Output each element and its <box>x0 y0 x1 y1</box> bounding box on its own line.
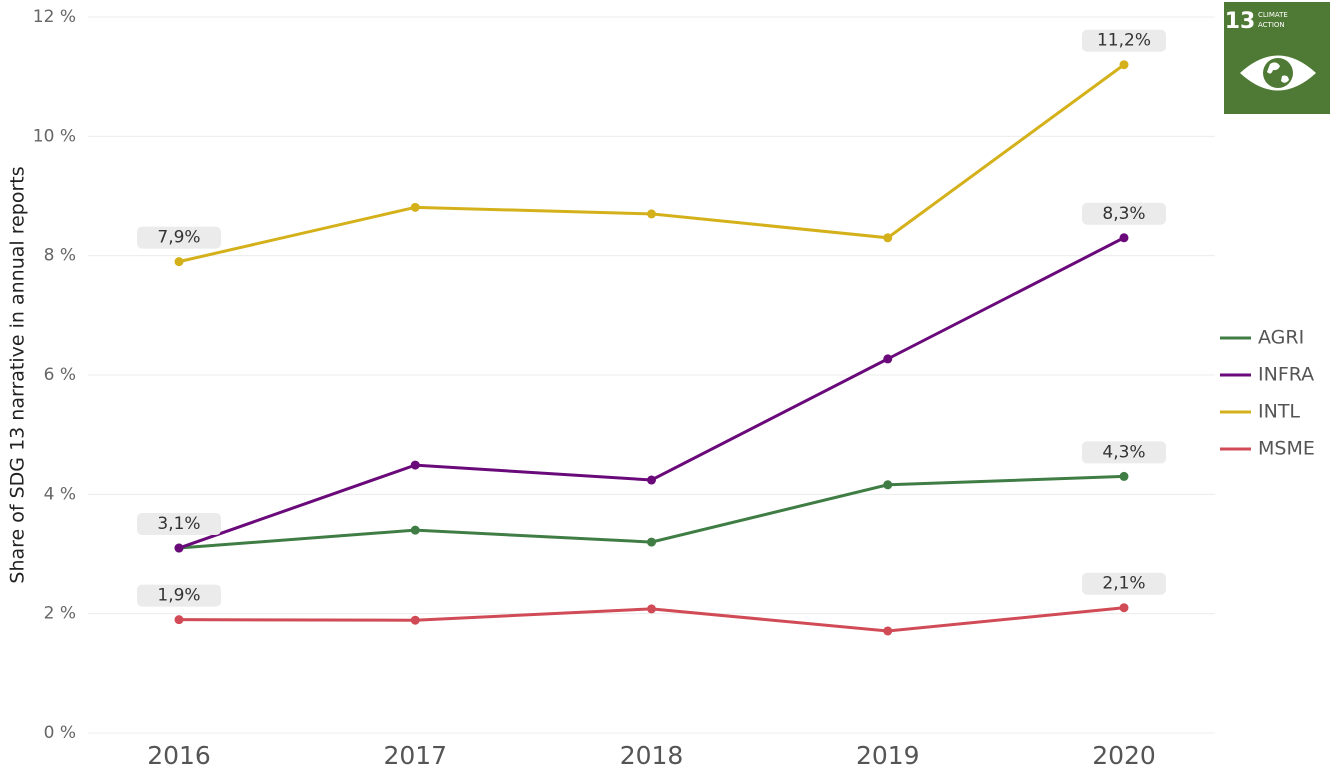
legend-label: MSME <box>1258 438 1315 460</box>
data-point <box>647 537 656 547</box>
x-tick-label: 2016 <box>147 741 211 770</box>
series-line <box>178 63 1125 264</box>
data-label-box <box>1082 572 1166 595</box>
legend-label: INTL <box>1258 401 1300 423</box>
data-point <box>883 626 893 636</box>
logo-number: 13 <box>1225 9 1256 34</box>
data-point <box>647 604 656 614</box>
data-label: 11,2% <box>1097 31 1151 51</box>
data-point <box>1119 471 1129 481</box>
x-tick-label: 2017 <box>383 741 447 770</box>
data-point <box>410 460 420 470</box>
data-label: 7,9% <box>157 228 200 248</box>
data-label-box <box>1082 441 1166 464</box>
data-point <box>1119 603 1129 613</box>
data-point <box>883 354 893 364</box>
data-point <box>1119 60 1129 70</box>
logo-text: ACTION <box>1258 21 1285 29</box>
x-tick-label: 2018 <box>620 741 684 770</box>
data-label-box <box>137 226 221 249</box>
legend-label: INFRA <box>1258 364 1314 386</box>
y-tick-label: 12 % <box>33 7 76 27</box>
data-label: 3,1% <box>157 514 200 534</box>
data-label-box <box>137 584 221 607</box>
data-point <box>174 257 184 267</box>
y-tick-label: 0 % <box>44 723 76 743</box>
data-label-box <box>1082 29 1166 52</box>
x-tick-label: 2020 <box>1092 741 1156 770</box>
data-label-box <box>1082 202 1166 225</box>
data-label: 2,1% <box>1102 574 1145 594</box>
logo-globe <box>1263 58 1293 88</box>
data-label: 4,3% <box>1102 442 1145 462</box>
data-point <box>647 209 656 219</box>
logo-land <box>1267 62 1289 83</box>
y-axis-label: Share of SDG 13 narrative in annual repo… <box>7 166 29 583</box>
y-tick-label: 10 % <box>33 126 76 146</box>
data-point <box>883 233 893 243</box>
sdg-logo: 13 CLIMATE ACTION <box>1224 2 1330 114</box>
data-label: 8,3% <box>1102 204 1145 224</box>
legend-label: AGRI <box>1258 327 1304 349</box>
series-line <box>178 236 1125 550</box>
data-point <box>410 202 420 212</box>
data-point <box>174 615 184 625</box>
data-label-box <box>137 513 221 536</box>
logo-text: CLIMATE <box>1258 11 1288 19</box>
y-tick-label: 8 % <box>44 246 76 266</box>
data-point <box>174 543 184 553</box>
y-tick-label: 2 % <box>44 604 76 624</box>
y-tick-label: 4 % <box>44 484 76 504</box>
y-tick-label: 6 % <box>44 365 76 385</box>
data-point <box>410 615 420 625</box>
data-point <box>410 525 420 535</box>
data-point <box>647 475 656 485</box>
data-label: 1,9% <box>157 586 200 606</box>
data-point <box>1119 233 1129 243</box>
series-line <box>178 474 1125 550</box>
x-tick-label: 2019 <box>856 741 920 770</box>
data-point <box>883 480 893 490</box>
